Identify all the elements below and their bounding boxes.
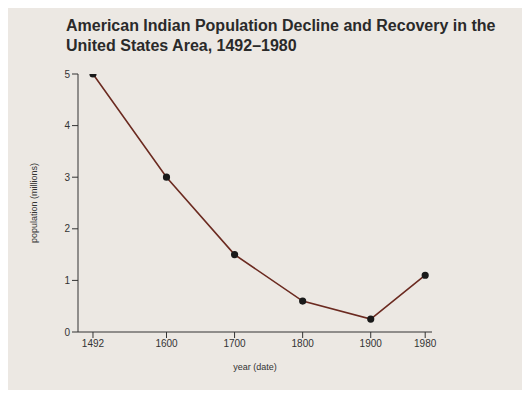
svg-text:2: 2	[64, 223, 70, 234]
svg-text:1800: 1800	[292, 338, 315, 349]
svg-text:0: 0	[64, 327, 70, 338]
svg-text:year (date): year (date)	[233, 362, 277, 372]
svg-text:4: 4	[64, 120, 70, 131]
svg-text:1900: 1900	[360, 338, 383, 349]
svg-text:population (millions): population (millions)	[29, 163, 39, 243]
svg-text:1: 1	[64, 275, 70, 286]
svg-text:1600: 1600	[155, 338, 178, 349]
svg-text:5: 5	[64, 69, 70, 80]
svg-text:3: 3	[64, 172, 70, 183]
svg-text:1492: 1492	[82, 338, 105, 349]
svg-text:1980: 1980	[414, 338, 437, 349]
svg-text:1700: 1700	[223, 338, 246, 349]
html-text:American Indian Population Dec: American Indian Population Decline and R…	[66, 17, 496, 54]
